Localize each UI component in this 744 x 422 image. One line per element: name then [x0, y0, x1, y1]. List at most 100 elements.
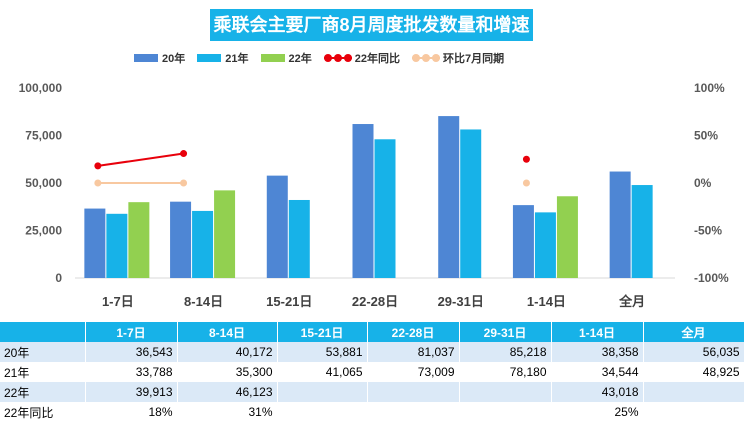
table-header-cell [0, 322, 86, 342]
table-cell: 78,180 [459, 362, 552, 382]
chart-title: 乘联会主要厂商8月周度批发数量和增速 [210, 9, 533, 41]
y-left-tick-label: 100,000 [19, 81, 63, 95]
line-point-yoy22 [94, 162, 102, 170]
x-tick-label: 1-14日 [527, 294, 566, 309]
table-cell: 81,037 [367, 342, 460, 362]
table-header-cell: 8-14日 [177, 322, 278, 342]
line-segment-yoy22 [97, 152, 184, 167]
x-tick-label: 15-21日 [266, 294, 312, 309]
table-cell: 36,543 [85, 342, 178, 362]
y-left-tick-label: 25,000 [25, 224, 62, 238]
table-header-row: 1-7日 8-14日 15-21日 22-28日 29-31日 1-14日 全月 [0, 322, 744, 342]
bar-20 [266, 175, 288, 278]
table-cell [277, 382, 368, 402]
table-cell: 25% [551, 402, 644, 422]
legend-swatch-20 [134, 54, 158, 62]
table-cell [459, 402, 552, 422]
x-tick-label: 29-31日 [438, 294, 484, 309]
bar-21 [288, 199, 310, 278]
bar-21 [192, 210, 214, 278]
x-tick-label: 全月 [618, 294, 645, 309]
bar-22 [556, 196, 578, 278]
table-header-cell: 29-31日 [459, 322, 552, 342]
table-header-cell: 22-28日 [367, 322, 460, 342]
table-cell: 43,018 [551, 382, 644, 402]
table-header-cell: 1-14日 [551, 322, 644, 342]
bar-20 [170, 201, 192, 278]
y-right-tick-label: 100% [694, 81, 725, 95]
table-cell: 40,172 [177, 342, 278, 362]
table-cell: 34,544 [551, 362, 644, 382]
x-tick-label: 22-28日 [352, 294, 398, 309]
table-cell: 35,300 [177, 362, 278, 382]
line-point-mom [522, 179, 530, 187]
line-point-mom [94, 179, 102, 187]
y-right-tick-label: 0% [694, 176, 712, 190]
legend-item-22: 22年 [260, 50, 312, 66]
legend-item-mom: 环比7月同期 [412, 50, 504, 66]
table-cell: 31% [177, 402, 278, 422]
y-right-tick-label: -50% [694, 224, 722, 238]
legend-label-20: 20年 [162, 53, 186, 65]
table-row: 20年 36,543 40,172 53,881 81,037 85,218 3… [0, 342, 744, 362]
bar-21 [374, 139, 396, 278]
bar-20 [438, 116, 460, 278]
data-table: 1-7日 8-14日 15-21日 22-28日 29-31日 1-14日 全月… [0, 322, 744, 422]
table-cell: 85,218 [459, 342, 552, 362]
bar-21 [460, 129, 482, 278]
table-cell: 33,788 [85, 362, 178, 382]
y-left-tick-label: 50,000 [25, 176, 62, 190]
legend-swatch-21 [197, 54, 222, 62]
legend-swatch-22 [260, 54, 285, 62]
x-tick-label: 1-7日 [102, 294, 134, 309]
y-left-tick-label: 75,000 [25, 129, 62, 143]
table-row-label: 22年 [0, 382, 86, 402]
legend-label-21: 21年 [225, 53, 249, 65]
table-cell: 39,913 [85, 382, 178, 402]
table-row-label: 22年同比 [0, 402, 86, 422]
bar-20 [609, 171, 631, 278]
table-row: 21年 33,788 35,300 41,065 73,009 78,180 3… [0, 362, 744, 382]
table-cell: 18% [85, 402, 178, 422]
table-header-cell: 1-7日 [85, 322, 178, 342]
legend-label-22: 22年 [288, 53, 312, 65]
bar-line-chart: 0 25,000 50,000 75,000 100,000 -100% -50% 0% 50%… [19, 81, 729, 309]
legend-item-yoy22: 22年同比 [323, 50, 400, 66]
bar-21 [106, 213, 128, 278]
table-cell: 46,123 [177, 382, 278, 402]
line-point-mom [180, 179, 188, 187]
table-cell: 56,035 [643, 342, 744, 362]
table-header-cell: 15-21日 [277, 322, 368, 342]
bar-22 [128, 202, 150, 278]
table-cell [643, 382, 744, 402]
line-point-yoy22 [522, 155, 530, 163]
legend-label-mom: 环比7月同期 [443, 53, 505, 65]
bar-22 [214, 190, 236, 278]
bar-20 [352, 124, 374, 279]
table-cell: 41,065 [277, 362, 368, 382]
table-row-label: 20年 [0, 342, 86, 362]
legend-item-20: 20年 [134, 50, 185, 66]
x-tick-label: 8-14日 [184, 294, 223, 309]
y-left-tick-label: 0 [55, 271, 62, 285]
table-row: 22年同比 18% 31% 25% [0, 402, 744, 422]
y-right-tick-label: -100% [694, 271, 729, 285]
legend-label-yoy22: 22年同比 [354, 53, 400, 65]
table-cell [459, 382, 552, 402]
bar-20 [512, 205, 534, 278]
table-cell: 73,009 [367, 362, 460, 382]
table-cell [643, 402, 744, 422]
table-cell: 48,925 [643, 362, 744, 382]
y-right-tick-label: 50% [694, 129, 718, 143]
line-point-yoy22 [180, 150, 188, 158]
table-row-label: 21年 [0, 362, 86, 382]
table-cell [367, 382, 460, 402]
legend-item-21: 21年 [197, 50, 249, 66]
table-cell: 53,881 [277, 342, 368, 362]
table-cell [277, 402, 368, 422]
legend-line-mom [412, 53, 440, 63]
chart-legend: 20年 21年 22年 22年同比 环比7月同期 [134, 49, 516, 67]
table-cell: 38,358 [551, 342, 644, 362]
table-row: 22年 39,913 46,123 43,018 [0, 382, 744, 402]
table-header-cell: 全月 [643, 322, 744, 342]
